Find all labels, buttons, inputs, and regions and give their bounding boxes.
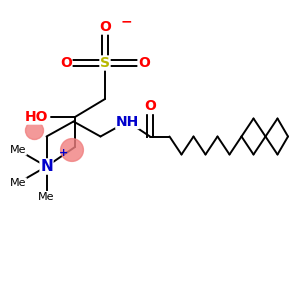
Circle shape (61, 139, 83, 161)
Text: Me: Me (10, 145, 26, 155)
Text: O: O (138, 56, 150, 70)
Text: HO: HO (24, 110, 48, 124)
Text: S: S (100, 56, 110, 70)
Text: O: O (99, 20, 111, 34)
Text: NH: NH (116, 115, 139, 128)
Circle shape (26, 122, 44, 140)
Text: N: N (40, 159, 53, 174)
Text: +: + (58, 148, 68, 158)
Text: Me: Me (10, 178, 26, 188)
Text: O: O (144, 100, 156, 113)
Text: −: − (120, 14, 132, 28)
Text: Me: Me (38, 191, 55, 202)
Text: O: O (60, 56, 72, 70)
